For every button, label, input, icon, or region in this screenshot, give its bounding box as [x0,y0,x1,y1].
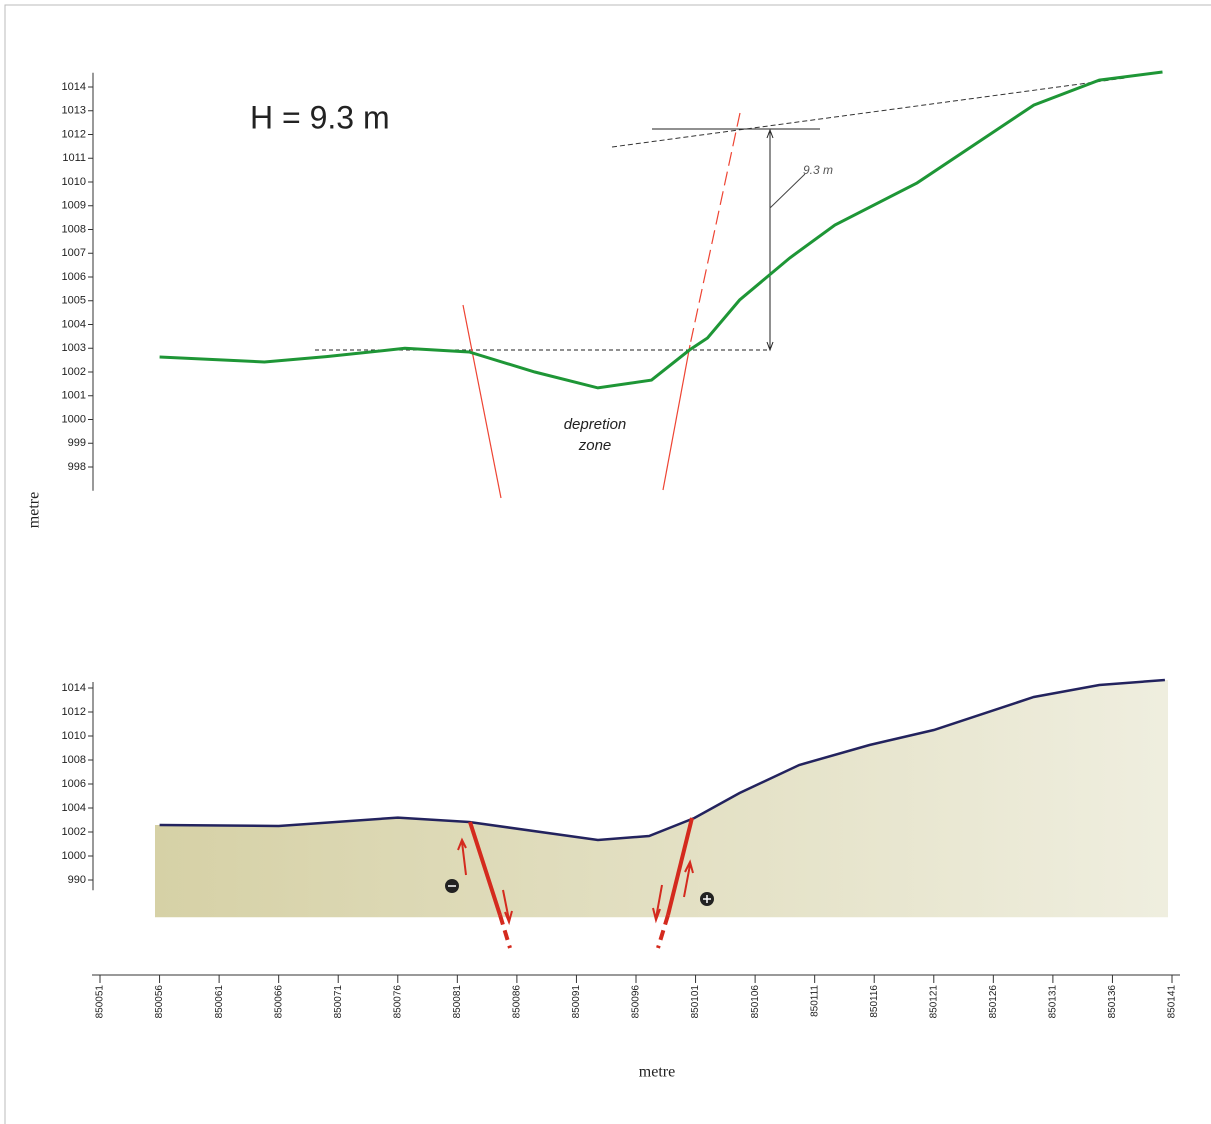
x-tick-label: 850066 [273,985,284,1019]
y-tick-label: 1007 [62,247,86,259]
x-tick-label: 850081 [452,985,463,1019]
y-tick-label: 1006 [62,778,86,790]
y-tick-label: 1004 [62,802,86,814]
y-tick-label: 1002 [62,826,86,838]
y-tick-label: 999 [68,437,86,449]
y-tick-label: 1012 [62,128,86,140]
x-tick-label: 850116 [869,985,880,1018]
x-tick-label: 850131 [1048,985,1059,1019]
x-tick-label: 850126 [988,985,999,1019]
x-tick-label: 850141 [1167,985,1178,1019]
y-tick-label: 1009 [62,200,86,212]
y-tick-label: 1000 [62,413,86,425]
y-axis-label: metre [26,492,43,528]
x-tick-label: 850111 [809,985,820,1017]
x-tick-label: 850051 [95,985,106,1019]
annotation: H = 9.3 m [250,99,390,135]
x-tick-label: 850086 [512,985,523,1019]
frame [4,4,1211,1124]
x-tick-label: 850076 [392,985,403,1019]
y-tick-label: 990 [68,874,86,886]
x-tick-label: 850136 [1107,985,1118,1019]
y-tick-label: 1002 [62,366,86,378]
y-tick-label: 1010 [62,730,86,742]
construction-lines [315,77,1126,499]
y-tick-label: 1010 [62,176,86,188]
y-tick-label: 1000 [62,850,86,862]
area-line [159,678,1165,842]
y-tick-label: 1008 [62,754,86,766]
y-tick-label: 1014 [62,682,86,694]
y-tick-label: 1012 [62,706,86,718]
x-tick-label: 850061 [214,985,225,1019]
annotation: depretion [564,416,627,433]
profile-line [159,70,1163,390]
x-tick-label: 850071 [333,985,344,1019]
annotation: zone [578,437,612,454]
y-tick-label: 1001 [62,390,86,402]
y-tick-label: 1008 [62,223,86,235]
y-tick-label: 1013 [62,105,86,117]
y-tick-label: 1003 [62,342,86,354]
y-tick-label: 1011 [62,152,86,164]
y-tick-label: 1004 [62,318,86,330]
y-tick-label: 998 [68,461,86,473]
plots: 998 999 1000 1001 1002 1003 1004 1005 1006 1007 10… [62,70,1180,1019]
y-tick-label: 1006 [62,271,86,283]
x-tick-label: 850096 [631,985,642,1019]
y-tick-label: 1005 [62,295,86,307]
x-tick-label: 850121 [928,985,939,1019]
fault-symbols [445,817,714,949]
x-tick-label: 850091 [571,985,582,1019]
x-tick-label: 850106 [750,985,761,1019]
annotation: 9.3 m [803,163,833,177]
area-fill [155,679,1168,918]
x-axis-label: metre [639,1064,675,1081]
y-tick-label: 1014 [62,81,86,93]
x-tick-label: 850056 [154,985,165,1019]
x-tick-label: 850101 [690,985,701,1019]
